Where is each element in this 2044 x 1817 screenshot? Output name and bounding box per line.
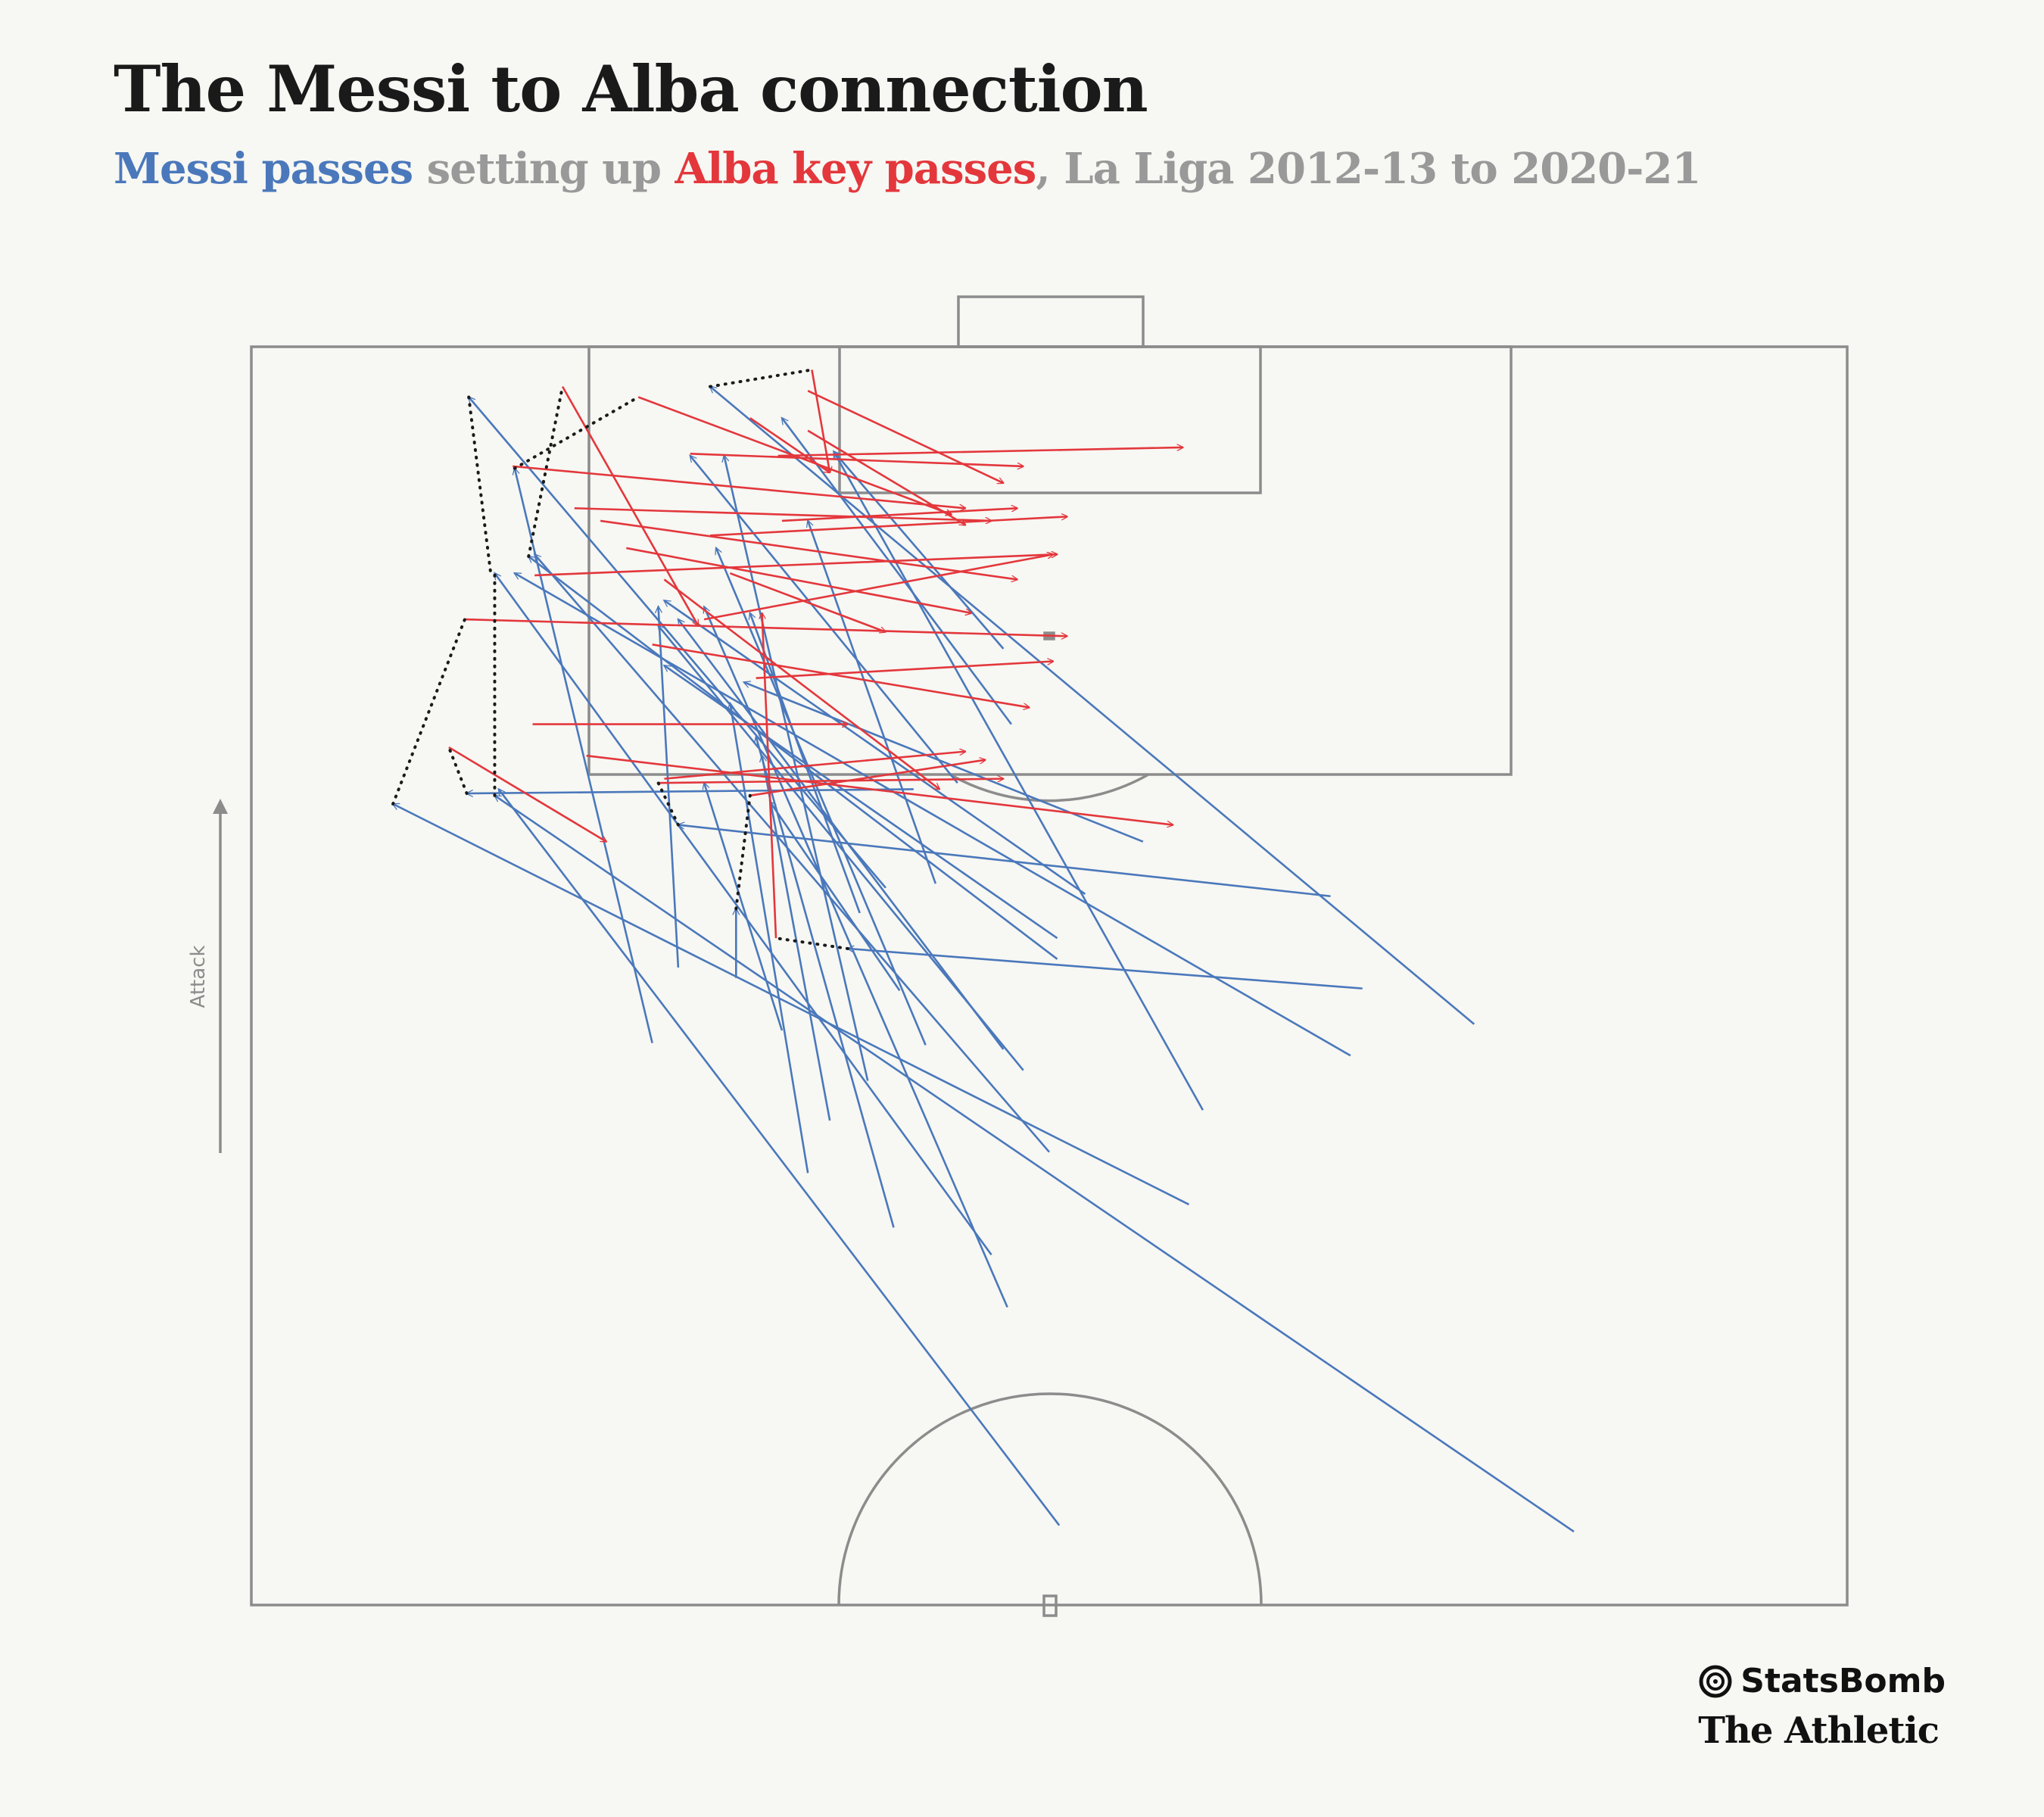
carry-line: [656, 781, 680, 827]
alba-pass-arrow: [749, 417, 830, 472]
carry-line: [734, 793, 752, 911]
series-messi-passes: [391, 385, 1575, 1533]
center-circle: [837, 1392, 1263, 1606]
chart-subtitle: Messi passes setting up Alba key passes,…: [114, 144, 1701, 194]
messi-pass-arrow: [781, 416, 1012, 725]
alba-pass-arrow: [664, 752, 965, 780]
alba-pass-arrow: [756, 662, 1054, 679]
logos: StatsBomb The Athletic: [1698, 1662, 1946, 1752]
messi-pass-arrow: [391, 803, 1190, 1206]
six-yard-box: [838, 345, 1262, 494]
alba-pass-arrow: [574, 506, 992, 521]
center-spot: [1042, 1594, 1058, 1617]
alba-pass-arrow: [637, 396, 952, 514]
carry-line: [527, 385, 565, 558]
messi-pass-arrow: [676, 821, 1331, 898]
statsbomb-text: StatsBomb: [1740, 1662, 1946, 1700]
messi-pass-arrow: [846, 945, 1363, 990]
the-athletic-logo: The Athletic: [1698, 1709, 1946, 1752]
alba-pass-arrow: [807, 389, 1003, 483]
alba-pass-arrow: [513, 465, 965, 508]
messi-pass-arrow: [465, 788, 914, 797]
statsbomb-logo: StatsBomb: [1698, 1662, 1946, 1700]
messi-pass-arrow: [494, 572, 992, 1256]
chart-title: The Messi to Alba connection: [114, 51, 1148, 126]
messi-pass-arrow: [662, 599, 1086, 896]
messi-pass-arrow: [702, 781, 784, 1031]
messi-pass-arrow: [709, 385, 1475, 1025]
attack-label: Attack: [187, 945, 210, 1008]
carry-line: [513, 395, 640, 470]
messi-pass-arrow: [512, 466, 653, 1043]
the-athletic-text: The Athletic: [1698, 1709, 1940, 1752]
alba-pass-arrow: [729, 572, 886, 632]
alba-pass-arrow: [762, 613, 777, 939]
messi-pass-arrow: [493, 794, 1575, 1533]
statsbomb-icon: [1699, 1665, 1732, 1697]
alba-pass-arrow: [464, 618, 1067, 636]
messi-pass-arrow: [768, 800, 901, 992]
alba-pass-arrow: [534, 554, 1057, 577]
messi-pass-arrow: [742, 681, 1144, 843]
alba-pass-arrow: [586, 754, 1173, 824]
goal: [957, 295, 1145, 348]
messi-pass-arrow: [657, 624, 1024, 1071]
messi-pass-arrow: [805, 519, 937, 884]
attack-arrow: [213, 799, 228, 1153]
alba-pass-arrow: [600, 519, 1017, 580]
carry-line: [774, 937, 849, 950]
alba-pass-arrow: [626, 547, 971, 613]
pitch: [250, 295, 1849, 1617]
penalty-arc: [949, 773, 1149, 803]
pitch-outline: [250, 345, 1849, 1607]
alba-pass-arrow: [709, 516, 1067, 537]
messi-pass-arrow: [533, 553, 1050, 1153]
series-alba-key-passes: [448, 369, 1183, 939]
alba-pass-arrow: [703, 554, 1053, 621]
messi-pass-arrow: [759, 753, 831, 1121]
alba-pass-arrow: [781, 508, 1017, 522]
carry-line: [447, 746, 469, 796]
subtitle-messi: Messi passes: [114, 144, 413, 194]
messi-pass-arrow: [715, 546, 927, 1046]
carry-line: [391, 618, 466, 806]
subtitle-alba: Alba key passes: [675, 144, 1037, 194]
messi-pass-arrow: [513, 572, 1351, 1057]
alba-pass-arrow: [777, 447, 1183, 457]
messi-pass-arrow: [689, 454, 958, 784]
alba-pass-arrow: [448, 746, 606, 842]
subtitle-text: setting up: [413, 144, 675, 194]
passes-layer: [391, 368, 1575, 1533]
messi-pass-arrow: [654, 605, 680, 968]
alba-pass-arrow: [807, 429, 965, 525]
alba-pass-arrow: [652, 644, 1030, 707]
series-alba-carries: [391, 368, 849, 950]
alba-pass-arrow: [663, 578, 939, 789]
alba-pass-arrow: [749, 760, 986, 797]
messi-pass-arrow: [497, 787, 1061, 1526]
messi-pass-arrow: [662, 664, 1058, 940]
alba-pass-arrow: [811, 369, 830, 472]
messi-pass-arrow: [467, 395, 886, 889]
alba-pass-arrow: [561, 385, 698, 626]
carry-line: [709, 368, 814, 388]
carry-line: [467, 395, 493, 575]
subtitle-season: , La Liga 2012-13 to 2020-21: [1036, 144, 1701, 194]
messi-pass-arrow: [753, 734, 895, 1228]
alba-pass-arrow: [658, 779, 1004, 784]
messi-pass-arrow: [721, 453, 869, 1081]
messi-pass-arrow: [832, 450, 1005, 650]
